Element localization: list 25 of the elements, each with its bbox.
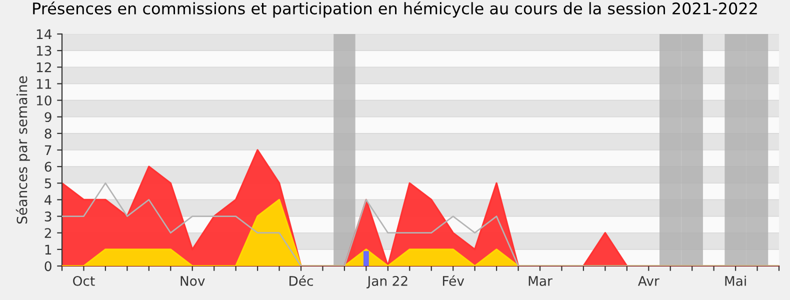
chart-title: Présences en commissions et participation en hémicycle au cours de la session 2021-2022	[33, 2, 757, 18]
y-tick-label: 12	[36, 62, 51, 72]
y-tick-label: 7	[44, 145, 52, 156]
y-tick-label: 13	[36, 46, 52, 56]
x-tick-label: Déc	[290, 275, 313, 286]
x-tick-label: Jan 22	[366, 276, 408, 288]
y-tick-label: 14	[36, 29, 52, 40]
x-tick-label: Fév	[442, 275, 464, 286]
y-tick-label: 4	[44, 195, 52, 205]
x-tick-label: Oct	[73, 276, 95, 286]
y-tick-label: 0	[44, 261, 52, 272]
x-tick-label: Mar	[528, 276, 552, 286]
x-tick-label: Nov	[180, 276, 205, 286]
x-tick-label: Mai	[725, 276, 746, 286]
y-tick-label: 2	[44, 228, 51, 238]
y-tick-label: 6	[44, 162, 52, 172]
y-tick-label: 11	[36, 79, 52, 89]
y-tick-label: 10	[36, 96, 52, 106]
y-tick-label: 5	[44, 178, 52, 188]
y-tick-label: 8	[44, 128, 52, 139]
x-tick-label: Avr	[638, 276, 660, 286]
y-tick-label: 1	[45, 244, 52, 254]
y-axis-title: Séances par semaine	[16, 76, 30, 224]
y-tick-label: 3	[44, 212, 52, 222]
y-tick-label: 9	[44, 112, 52, 122]
